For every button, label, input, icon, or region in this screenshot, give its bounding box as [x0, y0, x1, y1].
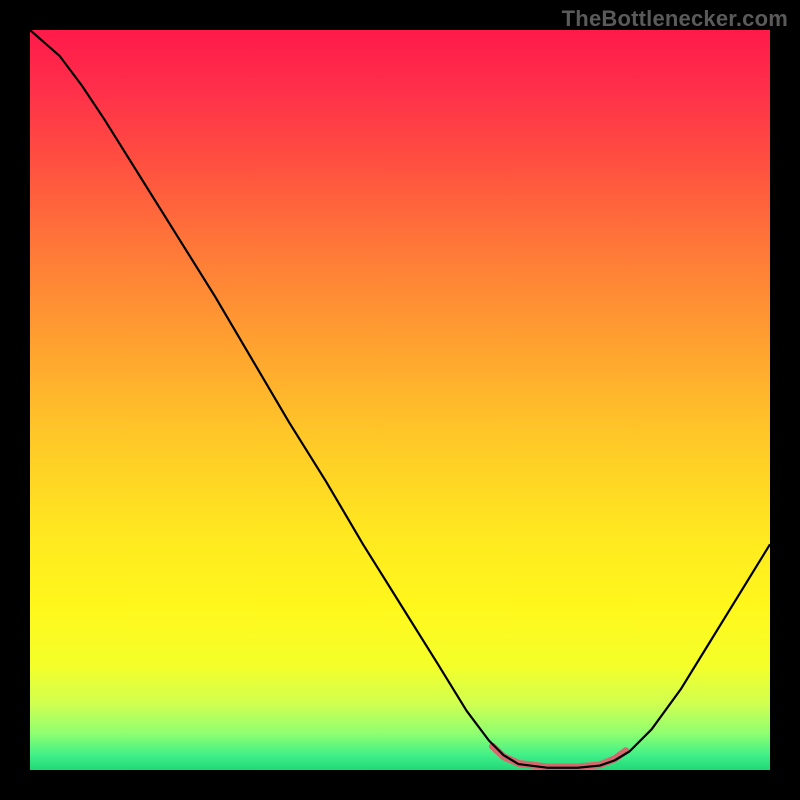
watermark-text: TheBottlenecker.com — [562, 6, 788, 32]
chart-background — [30, 30, 770, 770]
chart-plot-area — [30, 30, 770, 770]
chart-svg — [30, 30, 770, 770]
